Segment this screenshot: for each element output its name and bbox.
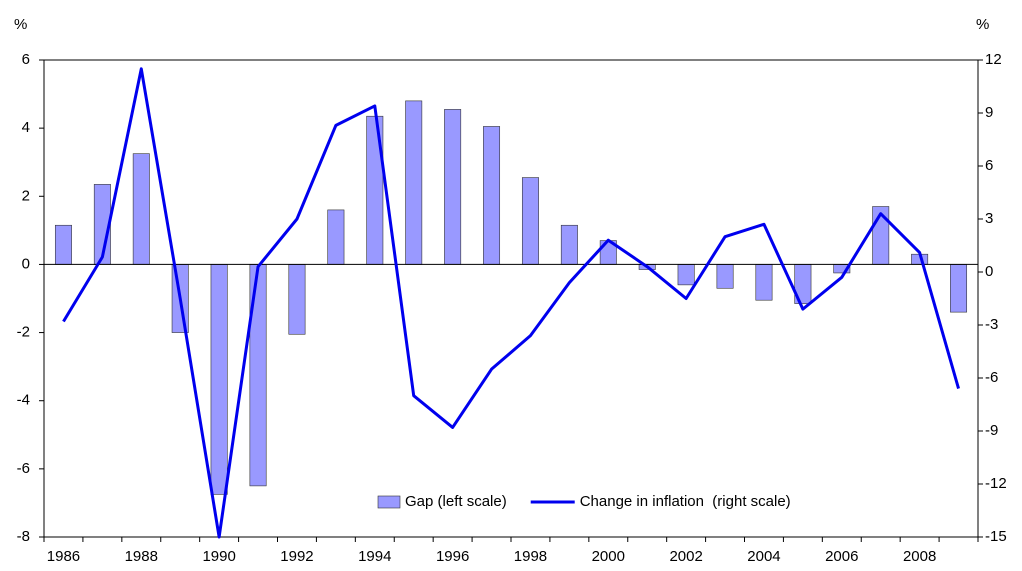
y2-tick-label: -3 xyxy=(985,316,998,333)
bar xyxy=(327,209,345,265)
bar xyxy=(54,224,72,265)
bar xyxy=(405,100,423,265)
x-tick-label: 1998 xyxy=(514,548,547,565)
x-tick-label: 2004 xyxy=(747,548,780,565)
y-tick-label: 6 xyxy=(22,51,30,68)
bar xyxy=(288,264,306,335)
legend-label: Change in inflation (right scale) xyxy=(580,493,791,510)
bar xyxy=(521,177,539,265)
y-tick-label: -8 xyxy=(17,528,30,545)
y2-tick-label: -12 xyxy=(985,475,1007,492)
y-tick-label: -6 xyxy=(17,460,30,477)
bar xyxy=(132,153,150,265)
y2-tick-label: 12 xyxy=(985,51,1002,68)
y2-tick-label: -6 xyxy=(985,369,998,386)
bar xyxy=(677,264,695,286)
x-tick-label: 2002 xyxy=(669,548,702,565)
y2-unit: % xyxy=(976,16,989,33)
y-tick-label: 2 xyxy=(22,187,30,204)
x-tick-label: 1992 xyxy=(280,548,313,565)
bar xyxy=(444,109,462,265)
y-unit: % xyxy=(14,16,27,33)
y2-tick-label: 9 xyxy=(985,104,993,121)
bar xyxy=(716,264,734,289)
x-tick-label: 2000 xyxy=(592,548,625,565)
legend-swatch xyxy=(377,495,401,509)
bar xyxy=(755,264,773,301)
x-tick-label: 1988 xyxy=(125,548,158,565)
bar xyxy=(950,264,968,313)
bar xyxy=(210,264,228,495)
line xyxy=(62,67,960,539)
x-tick-label: 1990 xyxy=(202,548,235,565)
legend-label: Gap (left scale) xyxy=(405,493,507,510)
x-tick-label: 2006 xyxy=(825,548,858,565)
x-tick-label: 1996 xyxy=(436,548,469,565)
y-tick-label: 0 xyxy=(22,255,30,272)
y-tick-label: 4 xyxy=(22,119,30,136)
y-tick-label: -4 xyxy=(17,392,30,409)
y2-tick-label: -9 xyxy=(985,422,998,439)
y2-tick-label: 0 xyxy=(985,263,993,280)
x-tick-label: 1994 xyxy=(358,548,391,565)
x-tick-label: 1986 xyxy=(47,548,80,565)
bar xyxy=(483,126,501,265)
y2-tick-label: 3 xyxy=(985,210,993,227)
x-tick-label: 2008 xyxy=(903,548,936,565)
bar xyxy=(560,224,578,265)
y2-tick-label: -15 xyxy=(985,528,1007,545)
y-tick-label: -2 xyxy=(17,324,30,341)
y2-tick-label: 6 xyxy=(985,157,993,174)
